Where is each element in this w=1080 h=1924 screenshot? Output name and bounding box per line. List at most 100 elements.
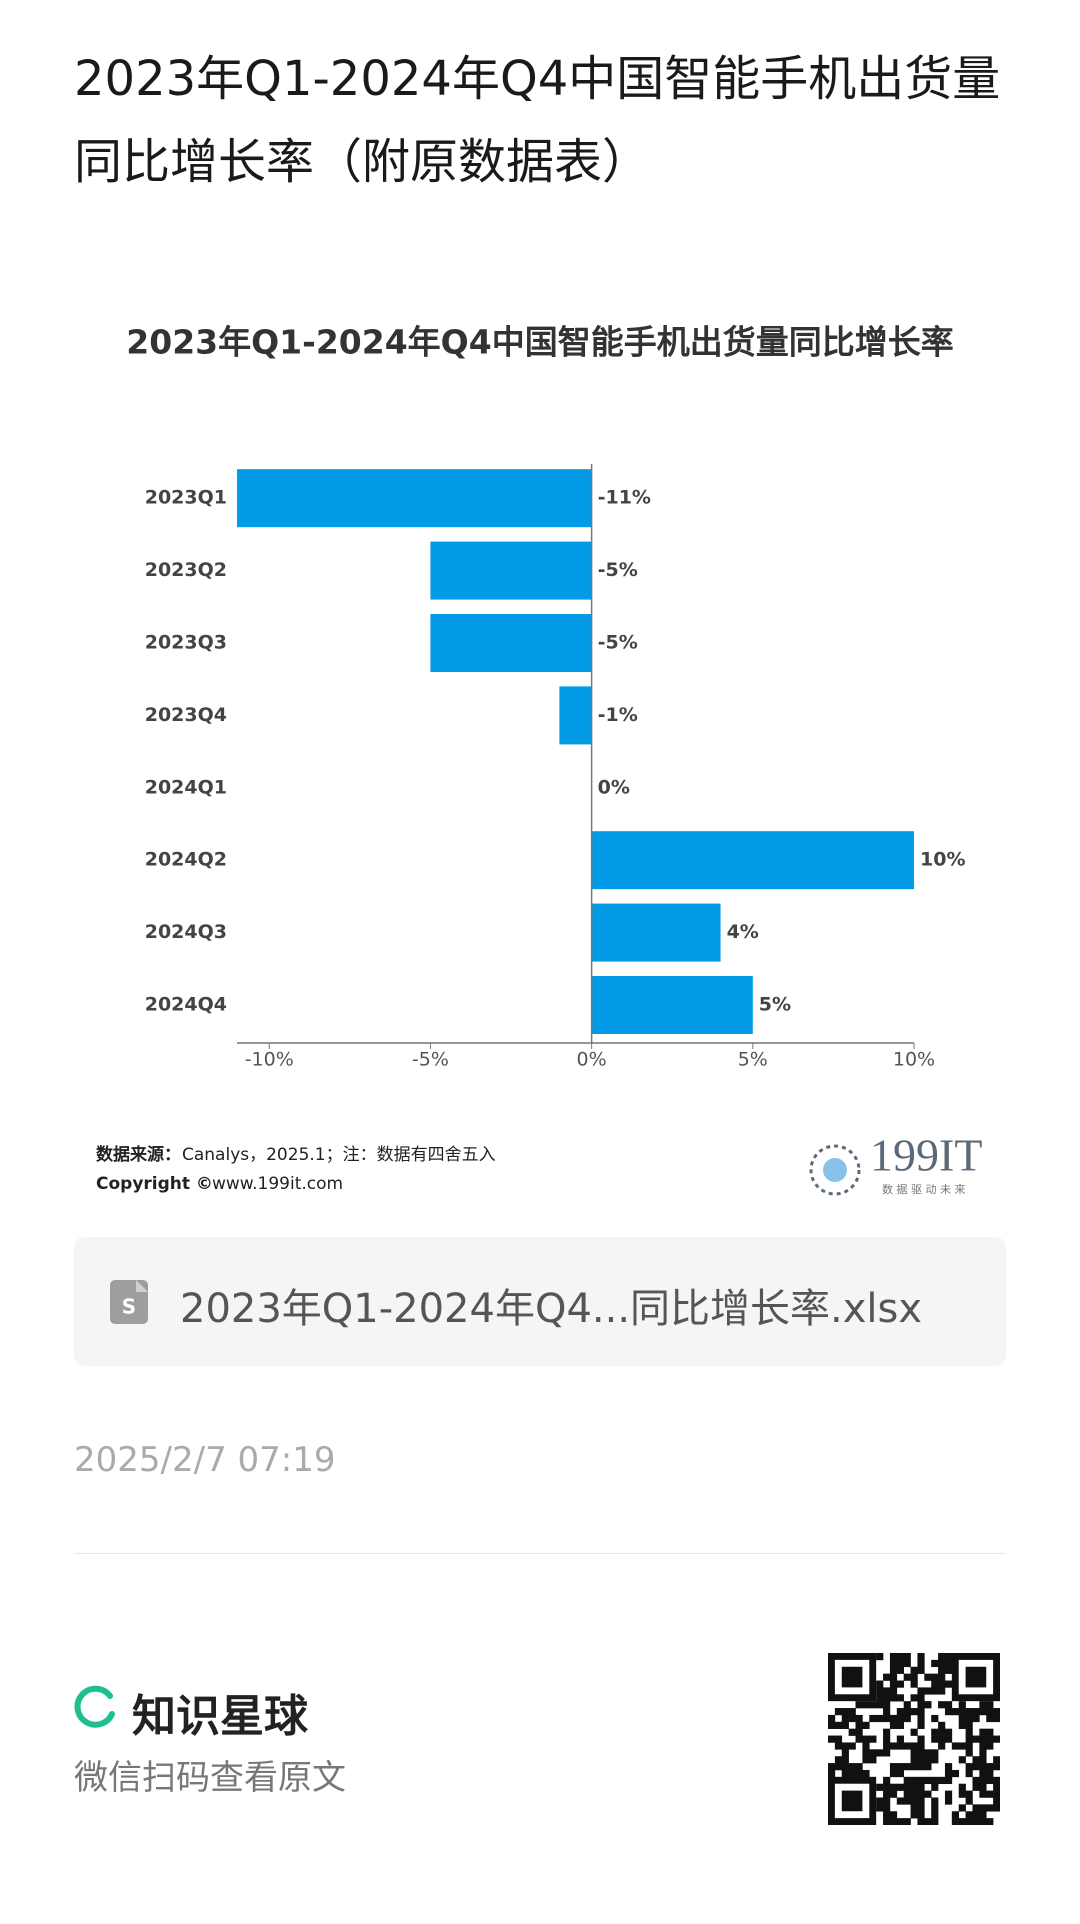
qr-module bbox=[910, 1783, 918, 1791]
qr-module bbox=[938, 1687, 946, 1695]
qr-module bbox=[876, 1653, 884, 1661]
qr-module bbox=[896, 1694, 904, 1702]
qr-module bbox=[958, 1701, 966, 1709]
qr-module bbox=[993, 1797, 1000, 1805]
qr-module bbox=[876, 1797, 884, 1805]
qr-module bbox=[889, 1783, 898, 1791]
qr-module bbox=[855, 1714, 863, 1723]
qr-module bbox=[986, 1701, 994, 1709]
qr-module bbox=[869, 1735, 877, 1743]
qr-module bbox=[986, 1714, 994, 1723]
qr-module bbox=[883, 1790, 891, 1798]
qr-module bbox=[917, 1797, 925, 1805]
qr-module bbox=[979, 1776, 987, 1785]
file-name[interactable]: 2023年Q1-2024年Q4...同比增长率.xlsx bbox=[180, 1286, 923, 1332]
qr-module bbox=[931, 1673, 939, 1681]
qr-module bbox=[917, 1721, 925, 1729]
qr-module bbox=[938, 1653, 946, 1661]
qr-module bbox=[965, 1763, 973, 1771]
qr-module bbox=[944, 1666, 953, 1674]
qr-module bbox=[917, 1818, 925, 1825]
qr-module bbox=[841, 1742, 849, 1750]
qr-module bbox=[979, 1728, 987, 1736]
qr-module bbox=[931, 1776, 939, 1785]
x-tick-label: -10% bbox=[245, 1049, 294, 1071]
qr-module bbox=[938, 1728, 946, 1736]
qr-module bbox=[903, 1797, 911, 1805]
qr-module bbox=[896, 1666, 904, 1674]
qr-module bbox=[938, 1666, 946, 1674]
qr-module bbox=[986, 1708, 994, 1716]
qr-module bbox=[979, 1769, 987, 1778]
qr-module bbox=[986, 1804, 994, 1812]
qr-module bbox=[828, 1769, 836, 1778]
qr-module bbox=[896, 1735, 904, 1743]
qr-module bbox=[883, 1673, 891, 1681]
qr-module bbox=[841, 1714, 849, 1723]
qr-module bbox=[917, 1783, 925, 1791]
qr-module bbox=[944, 1763, 953, 1771]
qr-module bbox=[931, 1728, 939, 1736]
qr-module bbox=[972, 1756, 980, 1764]
qr-module bbox=[965, 1790, 973, 1798]
bar bbox=[591, 903, 721, 962]
qr-module bbox=[883, 1708, 891, 1716]
qr-module bbox=[979, 1742, 987, 1750]
qr-code[interactable] bbox=[828, 1653, 1000, 1825]
qr-module bbox=[938, 1776, 946, 1785]
qr-module bbox=[931, 1659, 939, 1668]
qr-module bbox=[931, 1687, 939, 1695]
qr-module bbox=[896, 1742, 904, 1750]
logo-slogan: 数 据 驱 动 未 来 bbox=[882, 1182, 965, 1196]
logo: 199IT bbox=[870, 1130, 982, 1181]
bar bbox=[591, 976, 753, 1034]
qr-module bbox=[944, 1680, 953, 1688]
qr-module bbox=[931, 1811, 939, 1819]
qr-module bbox=[889, 1818, 898, 1825]
qr-module bbox=[938, 1673, 946, 1681]
qr-finder bbox=[965, 1666, 987, 1688]
qr-module bbox=[979, 1790, 987, 1798]
page-title: 2023年Q1-2024年Q4中国智能手机出货量同比增长率（附原数据表） bbox=[74, 51, 1001, 190]
qr-module bbox=[896, 1714, 904, 1723]
qr-module bbox=[841, 1763, 849, 1771]
qr-module bbox=[903, 1783, 911, 1791]
qr-module bbox=[834, 1721, 843, 1729]
qr-module bbox=[862, 1749, 870, 1757]
svg-text:S: S bbox=[122, 1295, 136, 1319]
qr-module bbox=[855, 1701, 863, 1709]
qr-module bbox=[972, 1783, 980, 1791]
qr-module bbox=[972, 1708, 980, 1716]
copyright-label: Copyright © bbox=[96, 1174, 213, 1194]
qr-module bbox=[993, 1714, 1000, 1723]
qr-module bbox=[986, 1818, 994, 1825]
qr-finder bbox=[841, 1790, 863, 1812]
qr-module bbox=[917, 1694, 925, 1702]
date: 2025/2/7 07:19 bbox=[74, 1440, 336, 1480]
qr-module bbox=[876, 1694, 884, 1702]
qr-module bbox=[889, 1769, 898, 1778]
y-tick-label: 2023Q4 bbox=[145, 704, 227, 726]
qr-module bbox=[889, 1673, 898, 1681]
bar bbox=[559, 686, 592, 745]
qr-module bbox=[903, 1763, 911, 1771]
qr-module bbox=[903, 1714, 911, 1723]
qr-module bbox=[903, 1742, 911, 1750]
qr-module bbox=[979, 1818, 987, 1825]
qr-module bbox=[972, 1818, 980, 1825]
qr-module bbox=[965, 1797, 973, 1805]
qr-module bbox=[883, 1694, 891, 1702]
attachment[interactable] bbox=[74, 1237, 1006, 1366]
qr-module bbox=[965, 1721, 973, 1729]
qr-module bbox=[883, 1687, 891, 1695]
qr-module bbox=[910, 1680, 918, 1688]
qr-module bbox=[993, 1763, 1000, 1771]
qr-module bbox=[917, 1756, 925, 1764]
qr-module bbox=[979, 1749, 987, 1757]
y-tick-label: 2024Q2 bbox=[145, 849, 227, 871]
qr-module bbox=[876, 1714, 884, 1723]
qr-module bbox=[855, 1728, 863, 1736]
qr-module bbox=[924, 1790, 932, 1798]
file-icon: S bbox=[110, 1280, 148, 1324]
bar bbox=[430, 614, 592, 672]
